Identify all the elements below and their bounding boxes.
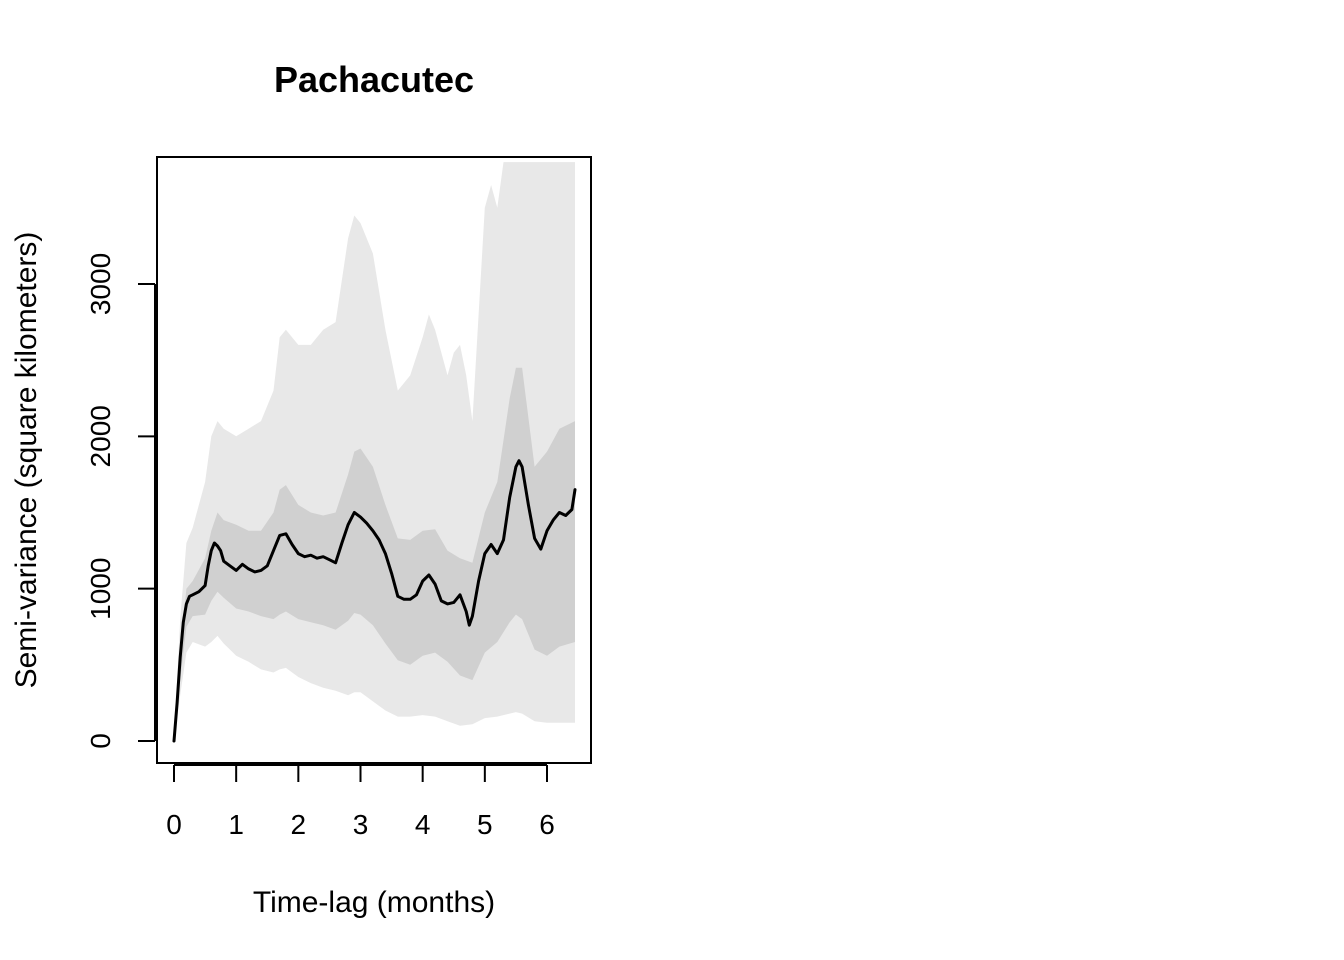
y-axis-title: Semi-variance (square kilometers): [10, 232, 43, 689]
x-tick-label: 2: [291, 809, 307, 840]
y-tick-label: 2000: [85, 405, 116, 467]
semi-variance-line: [172, 459, 577, 743]
chart-title: Pachacutec: [274, 59, 474, 100]
confidence-bands: [174, 162, 575, 742]
estimate-line-layer: [172, 459, 577, 743]
x-tick-label: 3: [353, 809, 369, 840]
y-tick-label: 3000: [85, 253, 116, 315]
inner-confidence-band: [174, 367, 575, 741]
y-tick-label: 0: [85, 733, 116, 749]
x-tick-label: 5: [477, 809, 493, 840]
y-tick-label: 1000: [85, 558, 116, 620]
plot-frame: [156, 156, 592, 764]
x-axis-title: Time-lag (months): [253, 886, 495, 919]
x-tick-label: 1: [228, 809, 244, 840]
x-tick-label: 6: [539, 809, 555, 840]
x-tick-label: 0: [166, 809, 182, 840]
axes: 0 1 2 3 4 5 6 0 1000 2000 3000: [85, 156, 592, 840]
x-tick-label: 4: [415, 809, 431, 840]
